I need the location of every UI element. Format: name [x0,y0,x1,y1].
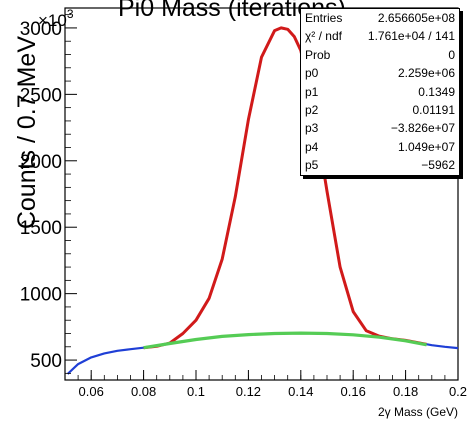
stat-value: 1.761e+04 / 141 [367,29,455,44]
x-tick-label: 0.12 [236,384,261,399]
x-tick-label: 0.14 [288,384,313,399]
svg-text:×103: ×103 [38,7,74,30]
y-tick-label: 2500 [20,85,62,106]
chart-title: Pi0 Mass (iterations) [118,0,346,22]
stat-key: p5 [305,158,319,173]
y-exponent-base: ×10 [38,11,67,30]
y-tick-label: 2000 [20,152,62,173]
stat-row: p5 −5962 [301,156,459,174]
stat-row: χ² / ndf 1.761e+04 / 141 [301,27,459,45]
x-tick-label: 0.18 [393,384,418,399]
stat-value: −5962 [421,158,455,173]
x-tick-label: 0.08 [131,384,156,399]
x-tick-label: 0.16 [341,384,366,399]
stat-key: Entries [305,11,343,25]
stat-value: −3.826e+07 [390,121,455,136]
stat-key: p1 [305,84,319,99]
x-tick-label: 0.06 [79,384,104,399]
y-tick-label: 3000 [20,19,62,40]
stat-key: p4 [305,139,319,154]
stat-value: 0.01191 [412,102,456,117]
stat-value: 1.049e+07 [397,139,455,154]
y-tick-label: 1500 [20,218,62,239]
stat-row: p2 0.01191 [301,101,459,119]
y-tick-label: 500 [30,351,62,372]
stat-value: 0 [448,47,455,62]
stat-value: 0.1349 [418,84,455,99]
stat-row: Entries 2.656605e+08 [301,9,459,27]
stats-box: Entries 2.656605e+08 χ² / ndf 1.761e+04 / 1… [300,8,460,176]
x-axis-label: 2γ Mass (GeV) [378,405,458,419]
stat-row: p3 −3.826e+07 [301,119,459,137]
series-background-fit [143,331,427,350]
stat-row: p4 1.049e+07 [301,138,459,156]
stat-value: 2.656605e+08 [377,11,455,25]
stat-row: p1 0.1349 [301,83,459,101]
stat-key: p2 [305,102,319,117]
y-tick-label: 1000 [20,285,62,306]
stat-value: 2.259e+06 [397,66,455,81]
y-exponent-power: 3 [67,7,74,21]
stat-key: p3 [305,121,319,136]
stat-key: χ² / ndf [305,29,342,44]
stat-row: p0 2.259e+06 [301,64,459,82]
y-axis-label: Counts / 0.7 MeV [13,36,41,229]
x-tick-label: 0.2 [449,384,467,399]
x-tick-label: 0.1 [187,384,205,399]
stat-row: Prob 0 [301,46,459,64]
series-group [66,26,459,375]
stat-key: Prob [305,47,331,62]
stat-key: p0 [305,66,319,81]
